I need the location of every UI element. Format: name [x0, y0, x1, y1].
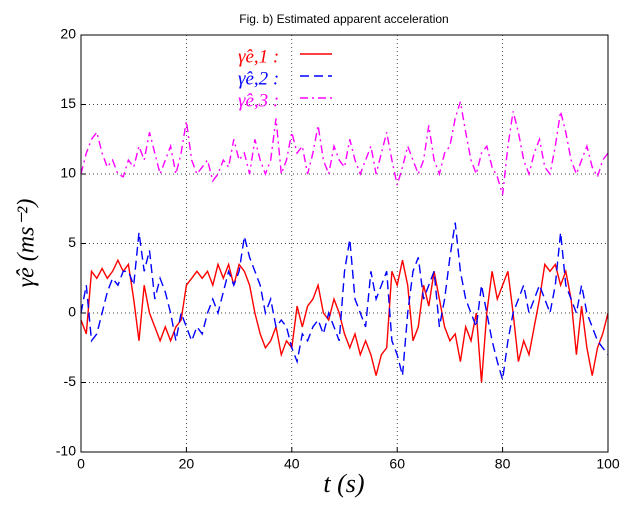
- legend-label: γ̂e,3 :: [238, 90, 279, 111]
- y-tick-label: 20: [60, 26, 76, 42]
- x-tick-label: 0: [77, 456, 85, 472]
- y-tick-label: 0: [68, 304, 76, 320]
- data-line: [80, 222, 609, 380]
- legend-label: γ̂e,2 :: [238, 68, 279, 89]
- chart-title: Fig. b) Estimated apparent acceleration: [239, 12, 448, 26]
- x-tick-label: 40: [284, 456, 300, 472]
- x-axis-label: t (s): [323, 469, 364, 498]
- legend-label: γ̂e,1 :: [238, 46, 279, 67]
- x-tick-label: 20: [179, 456, 195, 472]
- y-tick-label: 10: [60, 165, 76, 181]
- y-tick-label: 15: [60, 95, 76, 111]
- y-tick-label: 5: [68, 234, 76, 250]
- y-tick-label: -10: [56, 443, 76, 459]
- x-tick-label: 60: [389, 456, 405, 472]
- plot-frame: [80, 34, 609, 453]
- y-axis-label: γ̂e (ms⁻²): [14, 199, 40, 288]
- x-tick-label: 80: [495, 456, 511, 472]
- data-line: [80, 258, 609, 383]
- x-tick-label: 100: [596, 456, 620, 472]
- y-tick-label: -5: [64, 373, 77, 389]
